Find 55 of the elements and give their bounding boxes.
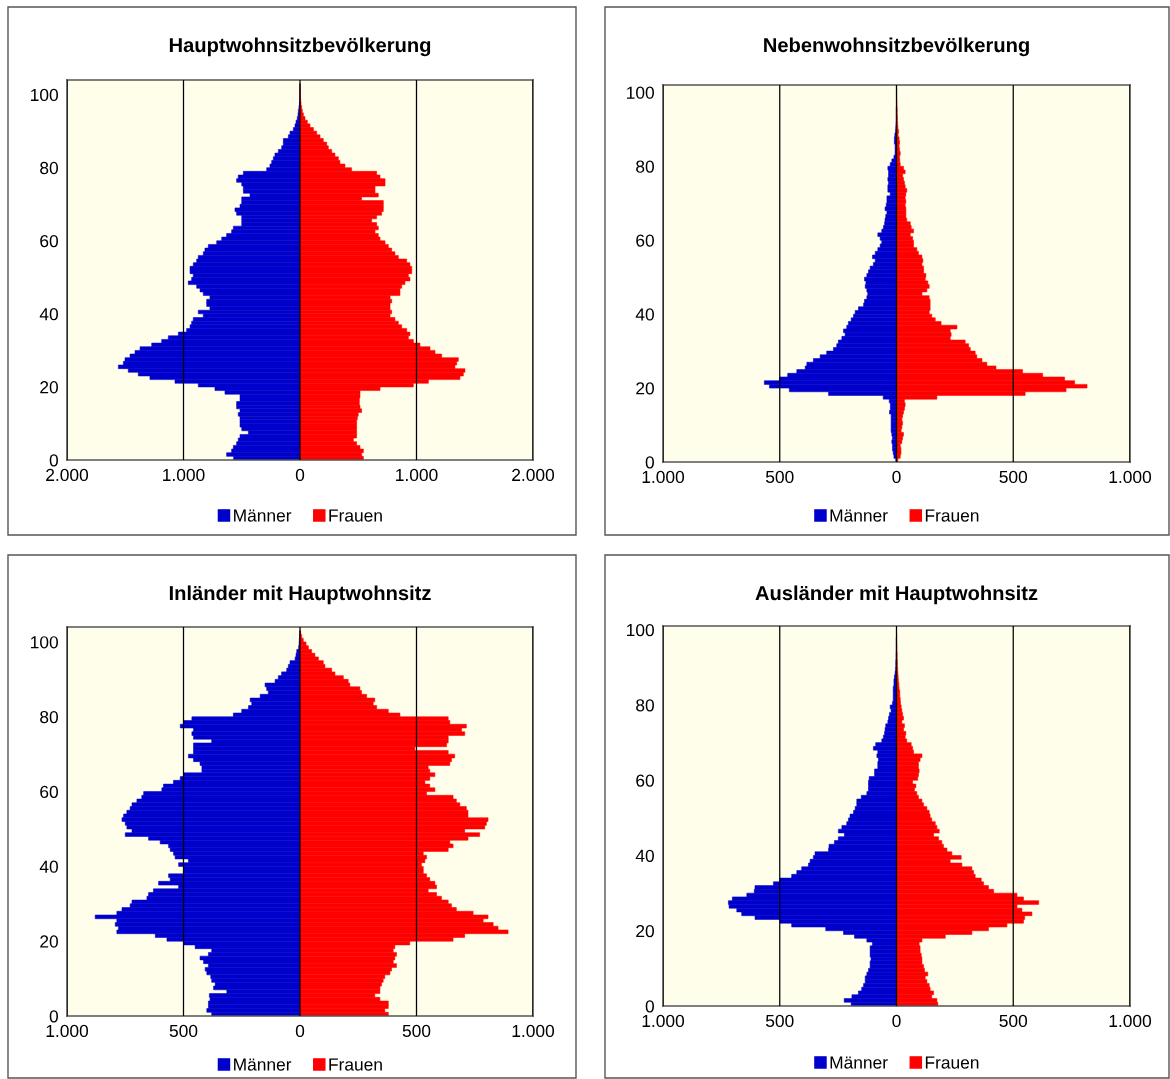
x-tick-label: 0: [295, 468, 305, 482]
x-tick-label: 500: [999, 470, 1028, 484]
y-tick-label: 0: [645, 456, 654, 469]
x-tick-label: 500: [765, 470, 794, 484]
y-tick-label: 80: [636, 699, 654, 712]
legend-label: Männer: [830, 509, 888, 522]
y-tick-label: 100: [31, 636, 58, 649]
y-tick-label: 40: [39, 860, 58, 873]
x-tick-label: 0: [892, 1014, 901, 1028]
chart-title: Inländer mit Hauptwohnsitz: [169, 585, 431, 605]
x-tick-label: 500: [402, 1024, 431, 1038]
legend-label: Männer: [234, 509, 292, 522]
x-tick-label: 1.000: [163, 468, 205, 482]
x-tick-label: 1.000: [1109, 470, 1152, 484]
y-tick-label: 80: [40, 710, 58, 724]
y-tick-label: 20: [40, 935, 58, 948]
x-tick-label: 1.000: [642, 470, 685, 484]
legend-label: Männer: [234, 1058, 292, 1071]
x-tick-label: 2.000: [512, 468, 555, 482]
y-tick-label: 60: [636, 234, 654, 247]
y-tick-label: 20: [40, 381, 58, 394]
y-tick-label: 0: [645, 1000, 654, 1013]
legend-label: Frauen: [329, 1058, 382, 1071]
legend-label: Männer: [830, 1056, 888, 1069]
chart-title: Nebenwohnsitzbevölkerung: [764, 37, 1029, 57]
x-tick-label: 500: [169, 1024, 198, 1038]
y-tick-label: 20: [636, 924, 654, 938]
y-tick-label: 0: [49, 454, 58, 467]
y-tick-label: 60: [40, 785, 58, 799]
y-tick-label: 20: [636, 382, 654, 395]
x-tick-label: 500: [765, 1014, 794, 1028]
y-tick-label: 100: [627, 623, 654, 637]
x-tick-label: 0: [892, 470, 901, 484]
x-tick-label: 1.000: [512, 1024, 555, 1038]
x-tick-label: 500: [999, 1014, 1028, 1028]
legend-label: Frauen: [329, 509, 382, 522]
chart-title: Hauptwohnsitzbevölkerung: [169, 37, 431, 57]
x-tick-label: 0: [295, 1024, 305, 1038]
x-tick-label: 1.000: [642, 1014, 685, 1028]
y-tick-label: 100: [627, 86, 654, 99]
x-tick-label: 2.000: [46, 468, 89, 482]
y-tick-label: 80: [636, 160, 654, 173]
x-tick-label: 1.000: [46, 1024, 89, 1038]
legend-label: Frauen: [925, 509, 979, 522]
legend-label: Frauen: [925, 1056, 979, 1069]
y-tick-label: 80: [40, 161, 58, 175]
x-tick-label: 1.000: [396, 468, 438, 482]
y-tick-label: 100: [31, 88, 58, 102]
chart-title: Ausländer mit Hauptwohnsitz: [755, 585, 1038, 605]
x-tick-label: 1.000: [1109, 1014, 1152, 1028]
y-tick-label: 40: [635, 849, 654, 862]
y-tick-label: 40: [635, 308, 654, 321]
y-tick-label: 60: [636, 774, 654, 787]
y-tick-label: 40: [39, 308, 58, 321]
y-tick-label: 60: [40, 234, 58, 248]
